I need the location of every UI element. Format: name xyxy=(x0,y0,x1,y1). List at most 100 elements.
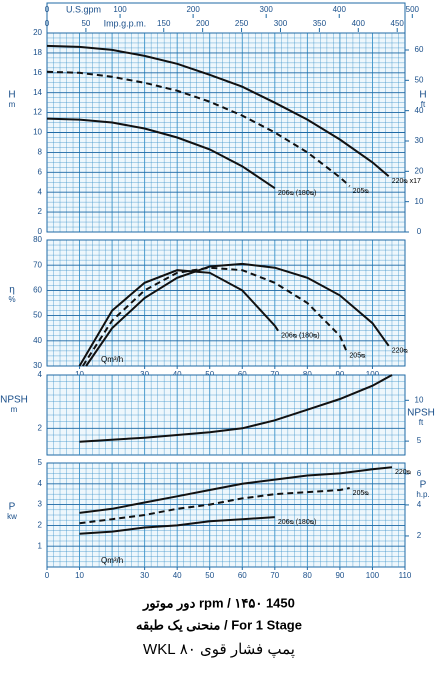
y-tick-label: 1 xyxy=(38,541,43,550)
y2-tick-label: 50 xyxy=(415,75,424,84)
y-axis-unit: m xyxy=(11,405,18,414)
y-tick-label: 80 xyxy=(33,235,42,244)
x2-tick-label: 400 xyxy=(333,5,347,14)
x3-tick-label: 400 xyxy=(352,19,366,28)
x-tick-label: 40 xyxy=(173,571,182,580)
y-tick-label: 4 xyxy=(38,479,43,488)
footer-line: For 1 Stage / منحنی یک طبقه xyxy=(136,617,302,632)
y2-axis-label: NPSH xyxy=(407,408,435,419)
y-axis-unit: kw xyxy=(7,512,17,521)
y-tick-label: 20 xyxy=(33,28,42,37)
y-tick-label: 4 xyxy=(38,187,43,196)
y-tick-label: 3 xyxy=(38,500,43,509)
x-tick-label: 30 xyxy=(140,571,149,580)
x2-tick-label: 100 xyxy=(113,5,127,14)
y2-axis-label: H xyxy=(419,90,426,101)
x-tick-label: 50 xyxy=(205,571,214,580)
curve xyxy=(46,117,276,190)
x-tick-label: 80 xyxy=(303,571,312,580)
curve xyxy=(46,70,351,187)
x3-tick-label: 150 xyxy=(157,19,171,28)
y2-axis-unit: ft xyxy=(421,100,426,109)
y-tick-label: 5 xyxy=(38,458,43,467)
x2-tick-label: 200 xyxy=(186,5,200,14)
y2-axis-unit: h.p. xyxy=(416,490,429,499)
curve xyxy=(85,262,390,367)
y2-tick-label: 4 xyxy=(417,500,422,509)
y-tick-label: 0 xyxy=(38,227,43,236)
curve xyxy=(79,466,393,514)
footer-line: 1450 rpm / ۱۴۵۰ دور موتور xyxy=(142,595,295,611)
y-axis-label: η xyxy=(9,285,15,296)
y2-tick-label: 10 xyxy=(415,395,424,404)
y-tick-label: 8 xyxy=(38,148,43,157)
curve-label: 220ᴓ xyxy=(395,469,412,476)
x3-tick-label: 300 xyxy=(274,19,288,28)
y-tick-label: 2 xyxy=(38,207,43,216)
y2-tick-label: 40 xyxy=(415,106,424,115)
x-axis-label: Qm³/h xyxy=(101,556,123,565)
y-tick-label: 18 xyxy=(33,48,42,57)
y-axis-label: P xyxy=(9,502,16,513)
y2-tick-label: 60 xyxy=(415,45,424,54)
curve-label: 205ᴓ xyxy=(353,188,370,195)
curve-label: 206ᴓ (180ᴓ) xyxy=(278,519,316,526)
curve xyxy=(78,269,279,367)
x3-tick-label: 0 xyxy=(45,19,50,28)
y2-tick-label: 10 xyxy=(415,197,424,206)
curve-label: 206ᴓ (180ᴓ) xyxy=(281,333,319,340)
y-tick-label: 12 xyxy=(33,108,42,117)
y-tick-label: 14 xyxy=(33,88,42,97)
y2-axis-unit: ft xyxy=(419,418,424,427)
x-tick-label: 90 xyxy=(335,571,344,580)
y2-tick-label: 30 xyxy=(415,136,424,145)
y-axis-unit: % xyxy=(8,295,15,304)
x2-axis-label: U.S.gpm xyxy=(66,4,101,14)
y-axis-label: NPSH xyxy=(0,395,28,406)
footer-line: پمپ فشار قوی ۸۰ WKL xyxy=(143,641,295,658)
curve xyxy=(79,516,275,535)
y-tick-label: 30 xyxy=(33,361,42,370)
curve xyxy=(79,374,393,443)
x3-tick-label: 50 xyxy=(81,19,90,28)
curve-label: 205ᴓ xyxy=(353,490,370,497)
curve xyxy=(81,266,348,367)
y-tick-label: 6 xyxy=(38,167,43,176)
y-axis-label: H xyxy=(8,90,15,101)
y2-axis-label: P xyxy=(420,480,427,491)
plot-area xyxy=(46,239,406,367)
y2-tick-label: 5 xyxy=(417,436,422,445)
y-axis-unit: m xyxy=(9,100,16,109)
y-tick-label: 4 xyxy=(38,370,43,379)
x2-tick-label: 0 xyxy=(45,5,50,14)
y-tick-label: 60 xyxy=(33,286,42,295)
y2-tick-label: 0 xyxy=(417,227,422,236)
x-tick-label: 0 xyxy=(45,571,50,580)
x2-tick-label: 500 xyxy=(406,5,420,14)
x-tick-label: 110 xyxy=(399,571,412,580)
x-tick-label: 100 xyxy=(366,571,380,580)
y2-tick-label: 20 xyxy=(415,166,424,175)
x3-tick-label: 450 xyxy=(391,19,405,28)
y2-tick-label: 6 xyxy=(417,469,422,478)
y2-tick-label: 2 xyxy=(417,531,422,540)
x3-axis-label: Imp.g.p.m. xyxy=(104,18,147,28)
y-tick-label: 2 xyxy=(38,423,43,432)
x-tick-label: 10 xyxy=(75,571,84,580)
x2-tick-label: 300 xyxy=(260,5,274,14)
curve-label: 220ᴓ xyxy=(392,348,409,355)
y-tick-label: 2 xyxy=(38,521,43,530)
y-tick-label: 70 xyxy=(33,260,42,269)
curve-label: 206ᴓ (180ᴓ) xyxy=(278,190,316,197)
curve-label: 220ᴓ x17 xyxy=(392,178,421,185)
y-tick-label: 40 xyxy=(33,336,42,345)
y-tick-label: 50 xyxy=(33,311,42,320)
curve xyxy=(46,44,390,178)
x3-tick-label: 350 xyxy=(313,19,327,28)
x-axis-label: Qm³/h xyxy=(101,355,123,364)
curve-label: 205ᴓ xyxy=(349,353,366,360)
x3-tick-label: 250 xyxy=(235,19,249,28)
x-tick-label: 70 xyxy=(270,571,279,580)
y-tick-label: 10 xyxy=(33,128,42,137)
